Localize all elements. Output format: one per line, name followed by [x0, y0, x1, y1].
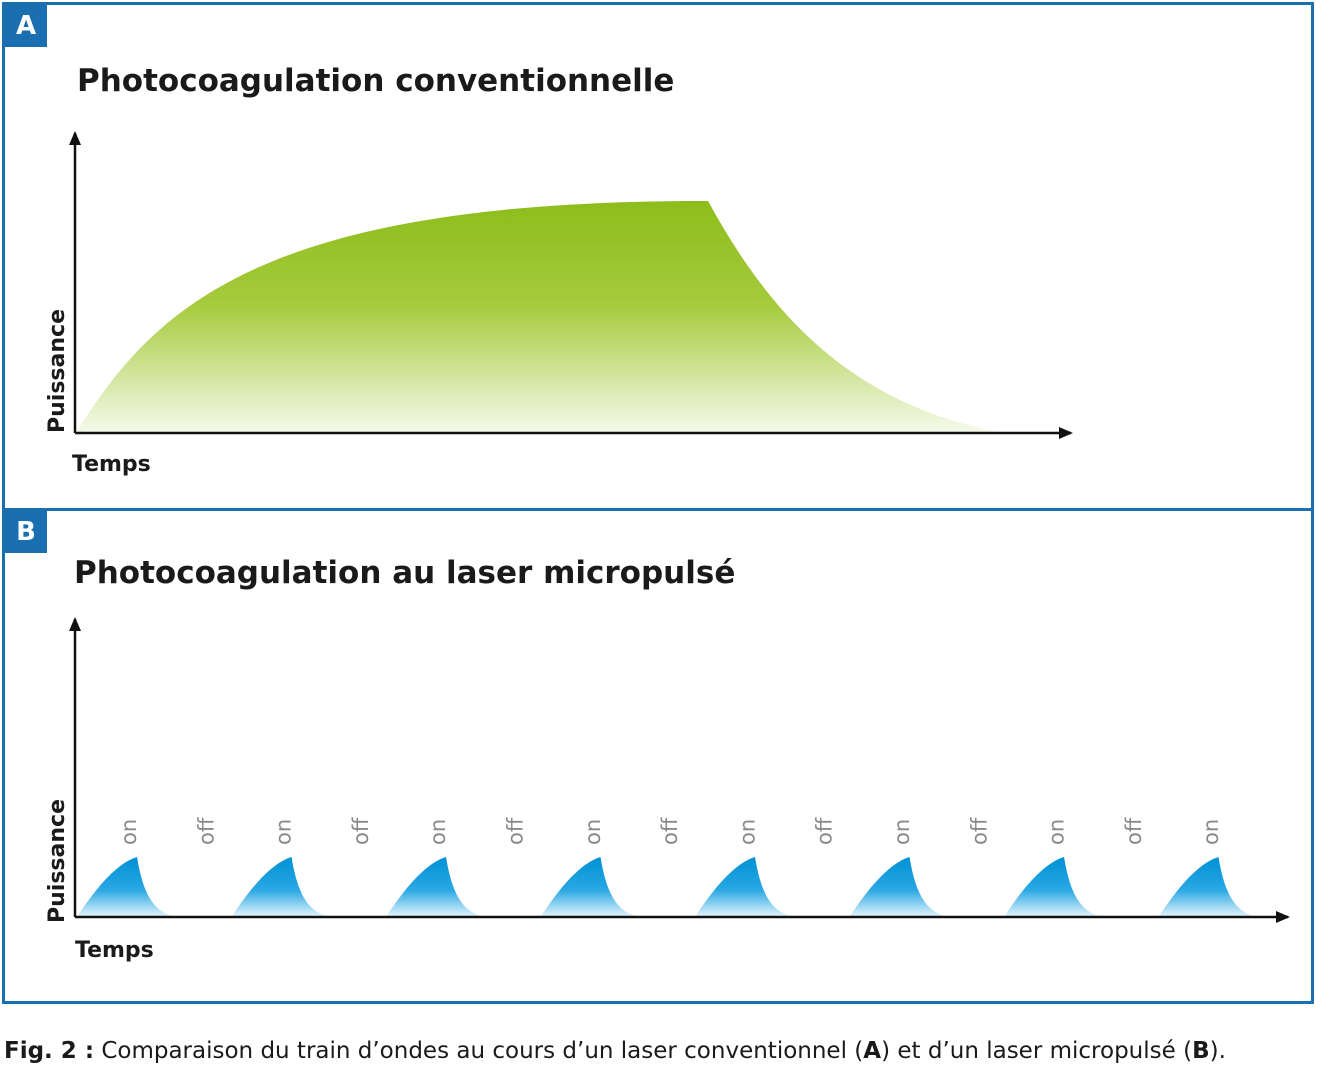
panel-a-ylabel: Puissance	[45, 309, 70, 433]
state-label-off: off	[658, 817, 682, 845]
panel-b: B Photocoagulation au laser micropulsé o…	[2, 508, 1314, 1004]
state-label-off: off	[349, 817, 373, 845]
panel-a-xlabel: Temps	[72, 452, 151, 477]
panel-b-diagram: on off on off on off on off on off on off on off on Pu…	[45, 617, 1290, 963]
state-label-on: on	[890, 819, 914, 845]
pulse	[77, 857, 177, 917]
state-label-off: off	[504, 817, 528, 845]
panel-b-badge: B	[5, 511, 47, 553]
state-label-on: on	[117, 819, 141, 845]
pulse	[1158, 857, 1259, 917]
panel-a-diagram: Puissance Temps	[45, 131, 1073, 477]
pulse-train	[77, 857, 1259, 917]
state-label-on: on	[426, 819, 450, 845]
pulse	[231, 857, 332, 917]
panel-b-xlabel: Temps	[75, 938, 154, 963]
state-label-off: off	[1122, 817, 1146, 845]
pulse	[695, 857, 795, 917]
caption-text-middle: ) et d’un laser micropulsé (	[881, 1038, 1193, 1064]
state-label-on: on	[1199, 819, 1223, 845]
state-label-on: on	[581, 819, 605, 845]
pulse	[386, 857, 486, 917]
panel-a-badge: A	[5, 5, 47, 47]
state-label-on: on	[272, 819, 296, 845]
on-off-labels: on off on off on off on off on off on off on off on	[117, 817, 1223, 845]
state-label-on: on	[735, 819, 759, 845]
pulse	[1004, 857, 1104, 917]
pulse	[540, 857, 641, 917]
caption-label: Fig. 2 :	[4, 1038, 95, 1064]
panel-b-ylabel: Puissance	[45, 799, 70, 923]
state-label-on: on	[1045, 819, 1069, 845]
state-label-off: off	[813, 817, 837, 845]
conventional-power-curve	[76, 200, 1005, 433]
state-label-off: off	[194, 817, 218, 845]
panel-a-title: Photocoagulation conventionnelle	[77, 63, 675, 99]
caption-text-after: ).	[1209, 1038, 1226, 1064]
caption-ref-a: A	[863, 1038, 882, 1064]
state-label-off: off	[967, 817, 991, 845]
caption-text-before: Comparaison du train d’ondes au cours d’…	[94, 1038, 864, 1064]
panel-a: A Photocoagulation conventionnelle Puiss…	[2, 2, 1314, 511]
caption-ref-b: B	[1192, 1038, 1210, 1064]
panel-b-title: Photocoagulation au laser micropulsé	[74, 555, 736, 591]
figure-caption: Fig. 2 : Comparaison du train d’ondes au…	[4, 1038, 1226, 1064]
pulse	[849, 857, 950, 917]
